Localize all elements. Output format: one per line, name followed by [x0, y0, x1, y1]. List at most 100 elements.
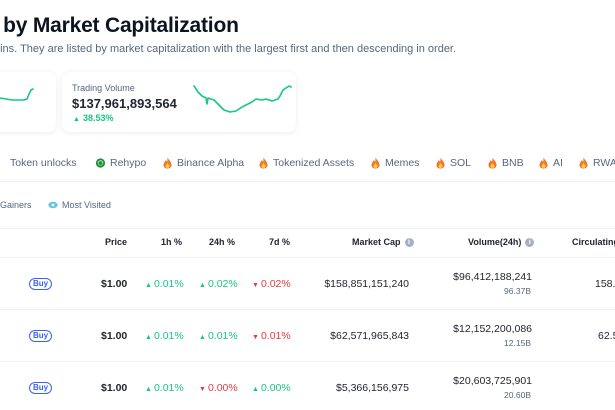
- volume-value: $96,412,188,241: [453, 271, 532, 283]
- table-row[interactable]: Buy $1.00 ▲ 0.01% ▼ 0.00% ▲ 0.00% $5,366,15…: [0, 362, 615, 410]
- info-icon[interactable]: i: [525, 237, 535, 247]
- row-divider: [0, 361, 615, 362]
- caret-up-icon: ▲: [252, 386, 259, 393]
- change-value: 0.00%: [207, 382, 238, 394]
- fire-icon: [488, 157, 497, 169]
- page-title: s by Market Capitalization: [0, 14, 239, 37]
- change-value: 0.01%: [207, 330, 238, 342]
- chips-divider: [0, 181, 615, 182]
- price-value: $1.00: [101, 278, 128, 290]
- change-value: 0.01%: [153, 382, 184, 394]
- caret-up-icon: ▲: [199, 334, 206, 341]
- trading-volume-change: ▲ 38.53%: [73, 113, 113, 123]
- chip-ai[interactable]: AI: [538, 157, 563, 169]
- change-24h: ▼ 0.00%: [199, 382, 238, 394]
- circulating-value: 158.7: [595, 278, 615, 290]
- column-header-1h[interactable]: 1h %: [161, 237, 183, 247]
- chip-rwa[interactable]: RWA: [578, 157, 615, 169]
- column-header-market-cap[interactable]: Market Cap i: [352, 237, 414, 247]
- filter-gainers[interactable]: Gainers: [0, 200, 32, 210]
- chip-binance-alpha[interactable]: Binance Alpha: [162, 157, 244, 169]
- fire-icon: [163, 157, 172, 169]
- header-divider: [0, 257, 615, 258]
- chip-label: Token unlocks: [10, 157, 77, 169]
- change-1h: ▲ 0.01%: [145, 382, 184, 394]
- column-header-circulating[interactable]: Circulating: [572, 237, 615, 247]
- filter-label: Most Visited: [62, 200, 111, 210]
- caret-up-icon: ▲: [199, 282, 206, 289]
- column-header-price[interactable]: Price: [105, 237, 128, 247]
- eye-icon: [48, 201, 58, 209]
- chip-label: Memes: [385, 157, 420, 169]
- caret-down-icon: ▼: [252, 282, 259, 289]
- filter-label: Gainers: [0, 200, 32, 210]
- column-header-7d[interactable]: 7d %: [269, 237, 291, 247]
- caret-up-icon: ▲: [145, 282, 152, 289]
- table-row[interactable]: Buy $1.00 ▲ 0.01% ▲ 0.02% ▼ 0.02% $158,851,…: [0, 258, 615, 310]
- chip-rehypo[interactable]: Rehypo: [95, 157, 146, 169]
- market-cap-card: [0, 72, 56, 132]
- market-cap-value: $5,366,156,975: [336, 382, 409, 394]
- fire-icon: [436, 157, 445, 169]
- fire-icon: [259, 157, 268, 169]
- trading-volume-sparkline: [193, 85, 292, 113]
- chip-token-unlocks[interactable]: Token unlocks: [10, 157, 77, 169]
- volume-sub-value: 20.60B: [504, 390, 531, 400]
- market-cap-value: $62,571,965,843: [330, 330, 409, 342]
- circulating-value: 62.5: [598, 330, 615, 342]
- chip-label: BNB: [502, 157, 524, 169]
- price-value: $1.00: [101, 382, 128, 394]
- market-cap-sparkline: [0, 88, 34, 101]
- change-value: 0.02%: [260, 278, 291, 290]
- change-24h: ▲ 0.01%: [199, 330, 238, 342]
- trading-volume-value: $137,961,893,564: [72, 96, 177, 111]
- chip-label: RWA: [593, 157, 615, 169]
- filter-most-visited[interactable]: Most Visited: [48, 200, 111, 210]
- chip-label: SOL: [450, 157, 472, 169]
- column-header-label: Market Cap: [352, 237, 401, 247]
- table-row[interactable]: Buy $1.00 ▲ 0.01% ▲ 0.01% ▼ 0.01% $62,571,9…: [0, 310, 615, 362]
- column-header-24h[interactable]: 24h %: [209, 237, 236, 247]
- chip-memes[interactable]: Memes: [370, 157, 419, 169]
- price-value: $1.00: [101, 330, 128, 342]
- caret-down-icon: ▼: [199, 386, 206, 393]
- change-24h: ▲ 0.02%: [199, 278, 238, 290]
- buy-button[interactable]: Buy: [29, 278, 52, 290]
- caret-up-icon: ▲: [145, 386, 152, 393]
- change-value: 0.01%: [260, 330, 291, 342]
- buy-button[interactable]: Buy: [29, 382, 52, 394]
- trading-volume-label: Trading Volume: [72, 83, 135, 93]
- chip-bnb[interactable]: BNB: [487, 157, 524, 169]
- caret-down-icon: ▼: [252, 334, 259, 341]
- chip-sol[interactable]: SOL: [435, 157, 471, 169]
- change-7d: ▼ 0.02%: [252, 278, 291, 290]
- fire-icon: [371, 157, 380, 169]
- market-cap-value: $158,851,151,240: [324, 278, 409, 290]
- buy-button[interactable]: Buy: [29, 330, 52, 342]
- trading-volume-change-value: 38.53%: [82, 113, 114, 123]
- fire-icon: [539, 157, 548, 169]
- change-value: 0.01%: [153, 330, 184, 342]
- volume-value: $12,152,200,086: [453, 323, 532, 335]
- change-1h: ▲ 0.01%: [145, 278, 184, 290]
- category-chips: Token unlocks Rehypo Binance Alpha Token…: [0, 157, 615, 175]
- volume-sub-value: 12.15B: [504, 338, 531, 348]
- chip-tokenized-assets[interactable]: Tokenized Assets: [258, 157, 354, 169]
- chip-label: Binance Alpha: [177, 157, 245, 169]
- info-icon[interactable]: i: [404, 237, 414, 247]
- table-top-divider: [0, 228, 615, 229]
- chip-label: Rehypo: [110, 157, 147, 169]
- change-7d: ▲ 0.00%: [252, 382, 291, 394]
- change-7d: ▼ 0.01%: [252, 330, 291, 342]
- column-header-label: Volume(24h): [468, 237, 522, 247]
- column-header-volume[interactable]: Volume(24h) i: [468, 237, 535, 247]
- change-value: 0.02%: [207, 278, 238, 290]
- volume-sub-value: 96.37B: [504, 286, 531, 296]
- trading-volume-card: Trading Volume $137,961,893,564 ▲ 38.53%: [62, 72, 296, 132]
- change-1h: ▲ 0.01%: [145, 330, 184, 342]
- chip-label: Tokenized Assets: [273, 157, 355, 169]
- caret-up-icon: ▲: [73, 116, 80, 123]
- fire-icon: [579, 157, 588, 169]
- volume-value: $20,603,725,901: [453, 375, 532, 387]
- caret-up-icon: ▲: [145, 334, 152, 341]
